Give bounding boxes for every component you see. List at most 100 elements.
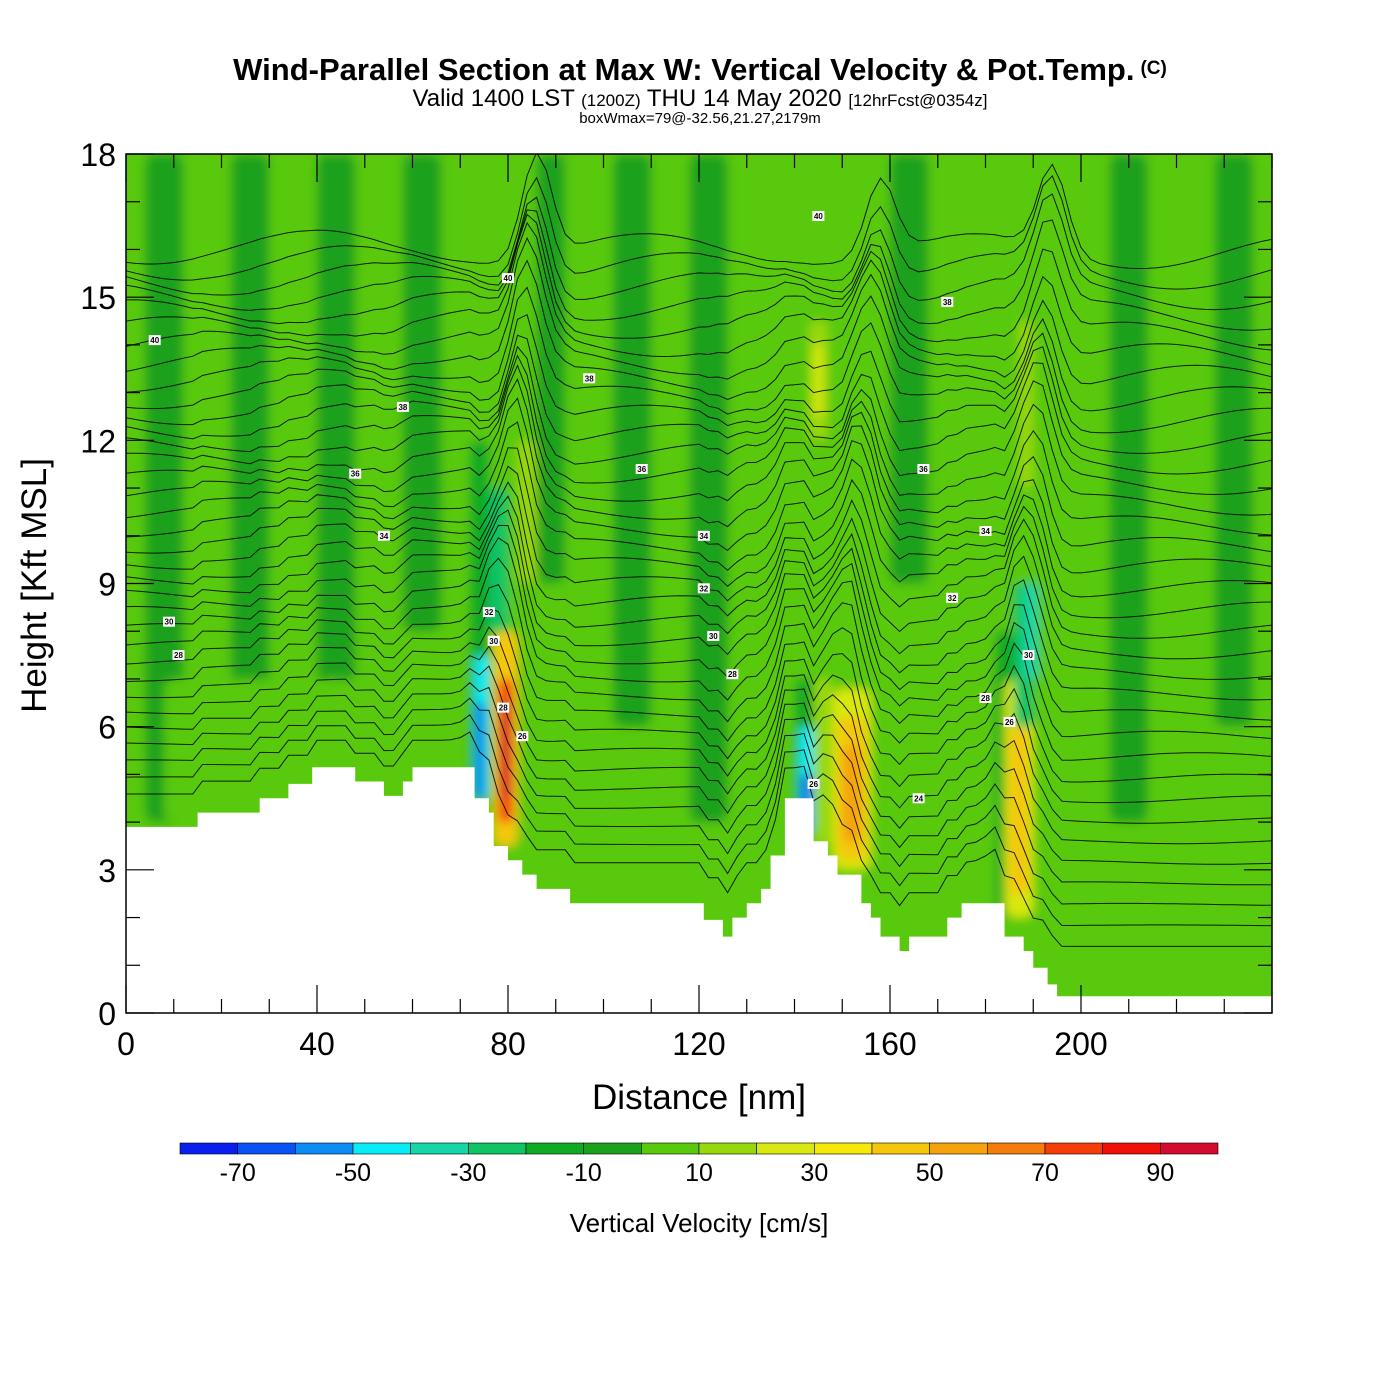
theta-contour-line xyxy=(126,213,1272,351)
colorbar-swatch xyxy=(1102,1142,1161,1155)
theta-contour-label-bg xyxy=(482,607,495,618)
theta-contour-label-bg xyxy=(163,616,175,627)
theta-contour-line xyxy=(126,354,1272,516)
theta-contour-label-text: 26 xyxy=(1005,718,1014,727)
theta-contour-line xyxy=(126,334,1272,475)
theta-contour-label-bg xyxy=(502,273,514,284)
theta-contour-label-text: 28 xyxy=(981,694,990,703)
theta-contour-label-text: 38 xyxy=(943,298,952,307)
theta-contour-line xyxy=(126,259,1272,412)
colorbar-swatch xyxy=(987,1142,1046,1155)
y-tick-label: 0 xyxy=(98,996,116,1032)
theta-contour-line xyxy=(126,465,1272,639)
colorbar: -70 -50 -30 -10 10 30 50 70 90 xyxy=(179,1142,1219,1187)
x-axis-label: Distance [nm] xyxy=(592,1078,806,1117)
theta-contour-line xyxy=(126,495,1272,680)
velocity-cell xyxy=(317,154,356,727)
theta-contour-line xyxy=(126,209,1272,331)
velocity-cell xyxy=(813,678,833,846)
theta-contour-line xyxy=(126,364,1272,536)
theta-contour-line xyxy=(126,221,1272,366)
theta-contour-label-text: 32 xyxy=(699,584,708,593)
colorbar-tick-label: -70 xyxy=(220,1159,256,1187)
theta-contour-line xyxy=(126,626,1272,824)
y-axis-label: Height [Kft MSL] xyxy=(15,458,54,713)
theta-contour-label-bg xyxy=(377,530,390,541)
theta-contour-label-bg xyxy=(697,530,710,541)
theta-contour-line xyxy=(126,583,1272,783)
y-tick-label: 9 xyxy=(98,567,116,603)
theta-contour-label: 40 xyxy=(148,335,161,346)
velocity-cell xyxy=(536,154,566,584)
theta-contour-label-bg xyxy=(697,583,710,594)
terrain-mask xyxy=(126,767,1272,1013)
theta-contour-label-text: 24 xyxy=(914,794,923,803)
theta-contour-label-bg xyxy=(349,468,362,479)
theta-contour-label-text: 34 xyxy=(699,532,708,541)
velocity-cell xyxy=(613,154,652,727)
theta-contour-label: 38 xyxy=(396,401,409,412)
theta-contour-label: 38 xyxy=(941,296,954,307)
x-tick-label: 160 xyxy=(863,1026,916,1062)
theta-contour-label-text: 30 xyxy=(165,618,174,627)
velocity-cell xyxy=(231,154,270,727)
colorbar-swatch xyxy=(698,1142,757,1155)
colorbar-tick-label: -50 xyxy=(335,1159,371,1187)
theta-contour-label-bg xyxy=(946,592,959,603)
theta-contour-label-text: 32 xyxy=(484,608,493,617)
x-tick-label: 40 xyxy=(299,1026,335,1062)
valid-zulu: (1200Z) xyxy=(581,91,641,110)
theta-contour-line xyxy=(126,345,1272,496)
theta-contour-label-bg xyxy=(807,778,820,789)
colorbar-swatch xyxy=(871,1142,930,1155)
velocity-cell xyxy=(1109,154,1148,823)
colorbar-swatch xyxy=(583,1142,642,1155)
theta-contour-label-text: 28 xyxy=(174,651,183,660)
theta-contour-label-bg xyxy=(583,373,596,384)
theta-contour-label-text: 36 xyxy=(351,470,360,479)
velocity-cell xyxy=(476,702,485,799)
theta-contour-label: 36 xyxy=(917,464,930,474)
y-tick-label: 15 xyxy=(80,280,116,316)
colorbar-tick-label: -10 xyxy=(566,1159,602,1187)
colorbar-swatch xyxy=(756,1142,815,1155)
theta-contour-label-text: 26 xyxy=(518,732,527,741)
x-tick-label: 80 xyxy=(490,1026,526,1062)
colorbar-swatch xyxy=(1044,1142,1103,1155)
colorbar-swatch xyxy=(641,1142,700,1155)
y-tick-label: 18 xyxy=(80,137,116,173)
theta-contour-line xyxy=(126,237,1272,385)
theta-contour-label: 28 xyxy=(979,693,992,703)
theta-contour-line xyxy=(126,697,1272,906)
theta-contour-label-bg xyxy=(707,631,720,641)
theta-contour-label: 26 xyxy=(1003,716,1016,727)
theta-contour-line xyxy=(126,193,1272,311)
velocity-cell xyxy=(1214,154,1253,727)
x-tick-label: 120 xyxy=(672,1026,725,1062)
y-tick-label: 6 xyxy=(98,710,116,746)
theta-contour-label: 34 xyxy=(979,526,992,536)
colorbar-swatch xyxy=(1160,1142,1219,1155)
theta-contour-label: 40 xyxy=(502,273,514,284)
theta-contour-label-bg xyxy=(912,793,925,804)
velocity-cell xyxy=(517,440,537,584)
theta-contour-line xyxy=(126,286,1272,434)
theta-contour-label-bg xyxy=(1022,650,1035,661)
theta-contour-labels: 40 40 40 38 38 38 36 36 36 34 34 34 32 32 32 30 30 30 30 28… xyxy=(148,211,1035,804)
theta-contour-line xyxy=(126,447,1272,619)
theta-contour-label: 32 xyxy=(946,592,959,603)
theta-contour-line xyxy=(126,607,1272,804)
theta-contour-label: 26 xyxy=(516,731,529,742)
theta-contour-label-text: 32 xyxy=(948,594,957,603)
theta-contour-line xyxy=(126,377,1272,553)
colorbar-tick-label: -30 xyxy=(450,1159,486,1187)
x-tick-label: 200 xyxy=(1054,1026,1107,1062)
theta-contour-label-bg xyxy=(917,464,930,474)
theta-contour-label-text: 28 xyxy=(499,704,508,713)
theta-contour-label: 26 xyxy=(807,778,820,789)
theta-contour-label-bg xyxy=(812,211,825,221)
colorbar-swatch xyxy=(814,1142,873,1155)
theta-contour-label-text: 40 xyxy=(814,212,823,221)
